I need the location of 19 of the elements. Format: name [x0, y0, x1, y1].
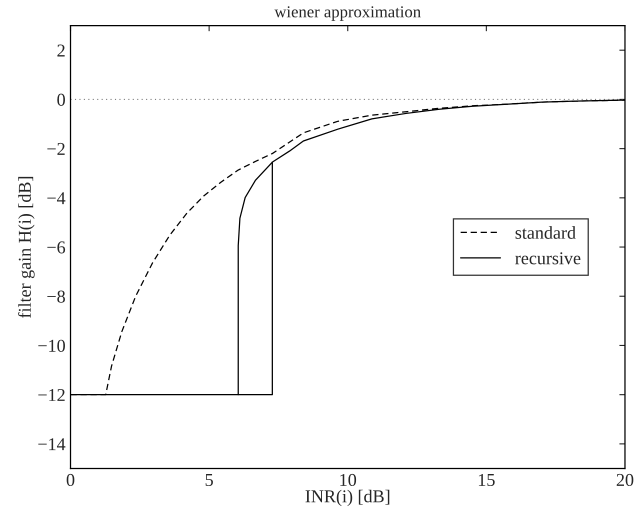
y-tick-label: −12	[38, 388, 65, 401]
x-tick-label: 10	[340, 474, 356, 486]
y-tick-label: −4	[47, 192, 66, 204]
y-axis-title: filter gain H(i) [dB]	[18, 176, 35, 318]
y-tick-label: −6	[47, 241, 66, 254]
legend-label: recursive	[515, 252, 580, 264]
legend-label: standard	[516, 226, 576, 239]
x-axis-title: INR(i) [dB]	[306, 490, 390, 506]
y-tick-label: 2	[57, 44, 65, 56]
y-tick-label: −2	[47, 142, 65, 155]
y-tick-label: 0	[57, 94, 65, 106]
y-tick-label: −14	[38, 438, 66, 450]
y-tick-label: −10	[38, 340, 65, 352]
x-tick-label: 0	[66, 474, 74, 486]
x-tick-label: 5	[206, 474, 213, 486]
x-tick-label: 15	[478, 474, 495, 486]
x-tick-label: 20	[616, 474, 634, 486]
chart-title: wiener approximation	[274, 6, 421, 21]
y-tick-label: −8	[47, 290, 65, 303]
